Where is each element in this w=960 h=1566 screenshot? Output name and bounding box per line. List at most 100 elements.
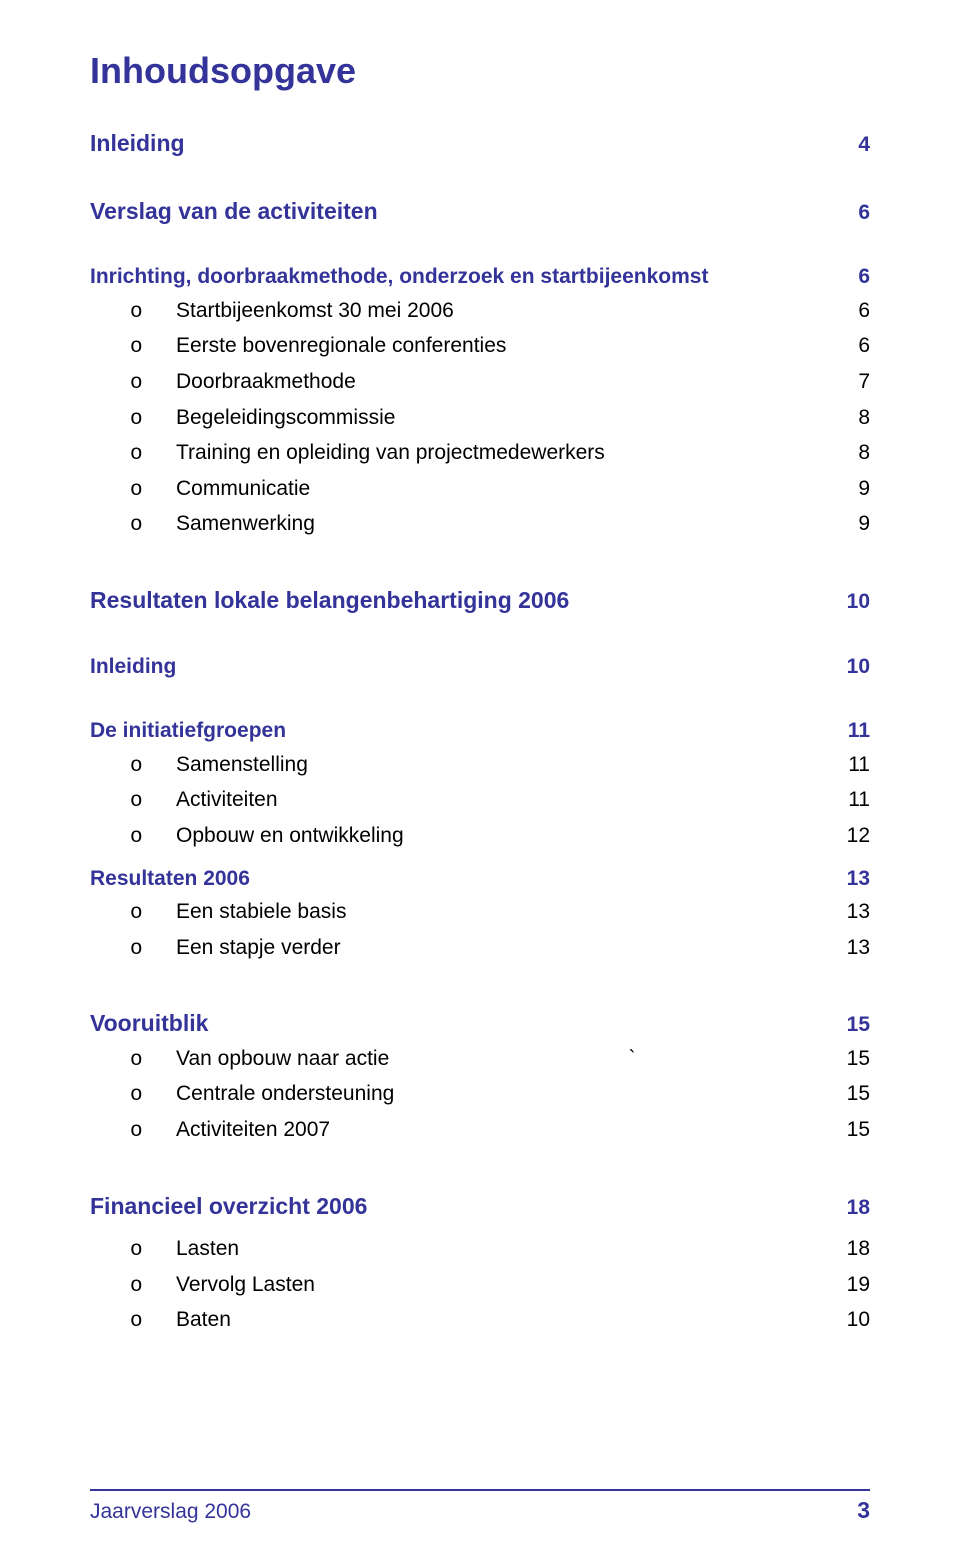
toc-subpage: 15 [826,1113,870,1147]
toc-page: 18 [826,1192,870,1225]
bullet-icon: o [130,403,176,437]
toc-sublabel: Doorbraakmethode [176,365,826,399]
page: Inhoudsopgave Inleiding 4 Verslag van de… [0,0,960,1566]
toc-sublabel: Activiteiten [176,783,826,817]
page-footer: Jaarverslag 2006 3 [90,1489,870,1524]
toc-subpage: 13 [826,895,870,929]
toc-page: 10 [826,651,870,684]
toc-subpage: 11 [826,783,870,817]
toc-subpage: 7 [826,365,870,399]
toc-label: Inleiding [90,651,826,684]
toc-page: 6 [826,197,870,230]
toc-subitem: o Opbouw en ontwikkeling 12 [90,819,870,855]
bullet-icon: o [130,1305,176,1339]
bullet-icon: o [130,1044,176,1078]
bullet-icon: o [130,1115,176,1149]
toc-sublabel: Lasten [176,1232,826,1266]
toc-page: 4 [826,129,870,162]
toc-sublabel: Van opbouw naar actie ` [176,1042,826,1076]
toc-subitem: o Training en opleiding van projectmedew… [90,436,870,472]
toc-label: Resultaten lokale belangenbehartiging 20… [90,583,826,619]
toc-label: Resultaten 2006 [90,863,826,896]
toc-sublabel: Training en opleiding van projectmedewer… [176,436,826,470]
bullet-icon: o [130,1079,176,1113]
toc-subitem: o Centrale ondersteuning 15 [90,1077,870,1113]
bullet-icon: o [130,933,176,967]
bullet-icon: o [130,1234,176,1268]
toc-subpage: 6 [826,294,870,328]
toc-sublabel: Vervolg Lasten [176,1268,826,1302]
toc-sublabel: Begeleidingscommissie [176,401,826,435]
toc-entry-resultaten-2006: Resultaten 2006 13 [90,863,870,896]
toc-entry-inrichting: Inrichting, doorbraakmethode, onderzoek … [90,261,870,294]
toc-subitem: o Vervolg Lasten 19 [90,1268,870,1304]
bullet-icon: o [130,367,176,401]
toc-subitem: o Startbijeenkomst 30 mei 2006 6 [90,294,870,330]
bullet-icon: o [130,897,176,931]
toc-sublabel: Activiteiten 2007 [176,1113,826,1147]
toc-subitem: o Samenwerking 9 [90,507,870,543]
toc-subitem: o Communicatie 9 [90,472,870,508]
toc-subpage: 15 [826,1042,870,1076]
bullet-icon: o [130,750,176,784]
toc-subpage: 15 [826,1077,870,1111]
toc-subitem: o Activiteiten 11 [90,783,870,819]
toc-subitem: o Een stabiele basis 13 [90,895,870,931]
toc-sublabel: Een stapje verder [176,931,826,965]
bullet-icon: o [130,474,176,508]
toc-sublabel: Communicatie [176,472,826,506]
bullet-icon: o [130,438,176,472]
toc-label: Inrichting, doorbraakmethode, onderzoek … [90,261,826,294]
toc-subitem: o Een stapje verder 13 [90,931,870,967]
toc-subitem: o Activiteiten 2007 15 [90,1113,870,1149]
toc-sublabel: Eerste bovenregionale conferenties [176,329,826,363]
bullet-icon: o [130,331,176,365]
toc-subitem: o Van opbouw naar actie ` 15 [90,1042,870,1078]
bullet-icon: o [130,296,176,330]
toc-label: Inleiding [90,126,826,162]
footer-left: Jaarverslag 2006 [90,1500,251,1524]
toc-subitem: o Doorbraakmethode 7 [90,365,870,401]
toc-entry-vooruitblik: Vooruitblik 15 [90,1006,870,1042]
toc-sublabel: Startbijeenkomst 30 mei 2006 [176,294,826,328]
toc-subpage: 9 [826,507,870,541]
toc-subpage: 8 [826,401,870,435]
bullet-icon: o [130,1270,176,1304]
toc-subpage: 8 [826,436,870,470]
toc-entry-resultaten-lokale: Resultaten lokale belangenbehartiging 20… [90,583,870,619]
bullet-icon: o [130,821,176,855]
toc-entry-financieel: Financieel overzicht 2006 18 [90,1189,870,1225]
toc-sublabel: Samenstelling [176,748,826,782]
toc-sublabel: Baten [176,1303,826,1337]
bullet-icon: o [130,509,176,543]
toc-sublabel: Samenwerking [176,507,826,541]
bullet-icon: o [130,785,176,819]
toc-label: Verslag van de activiteiten [90,194,826,230]
toc-label: Vooruitblik [90,1006,826,1042]
toc-entry-inleiding-2: Inleiding 10 [90,651,870,684]
toc-page: 10 [826,586,870,619]
page-title: Inhoudsopgave [90,50,870,92]
toc-sublabel: Een stabiele basis [176,895,826,929]
toc-page: 13 [826,863,870,896]
toc-subitem: o Eerste bovenregionale conferenties 6 [90,329,870,365]
toc-entry-inleiding: Inleiding 4 [90,126,870,162]
toc-label: Financieel overzicht 2006 [90,1189,826,1225]
toc-page: 15 [826,1009,870,1042]
toc-page: 11 [826,715,870,748]
toc-subpage: 12 [826,819,870,853]
toc-subpage: 18 [826,1232,870,1266]
toc-sublabel: Centrale ondersteuning [176,1077,826,1111]
footer-rule [90,1489,870,1491]
toc-subpage: 11 [826,748,870,782]
footer-page-number: 3 [857,1497,870,1524]
toc-subpage: 19 [826,1268,870,1302]
toc-subpage: 6 [826,329,870,363]
toc-subpage: 9 [826,472,870,506]
toc-subpage: 10 [826,1303,870,1337]
toc-subpage: 13 [826,931,870,965]
toc-subitem: o Begeleidingscommissie 8 [90,401,870,437]
toc-entry-verslag: Verslag van de activiteiten 6 [90,194,870,230]
toc-subitem: o Baten 10 [90,1303,870,1339]
toc-subitem: o Lasten 18 [90,1232,870,1268]
